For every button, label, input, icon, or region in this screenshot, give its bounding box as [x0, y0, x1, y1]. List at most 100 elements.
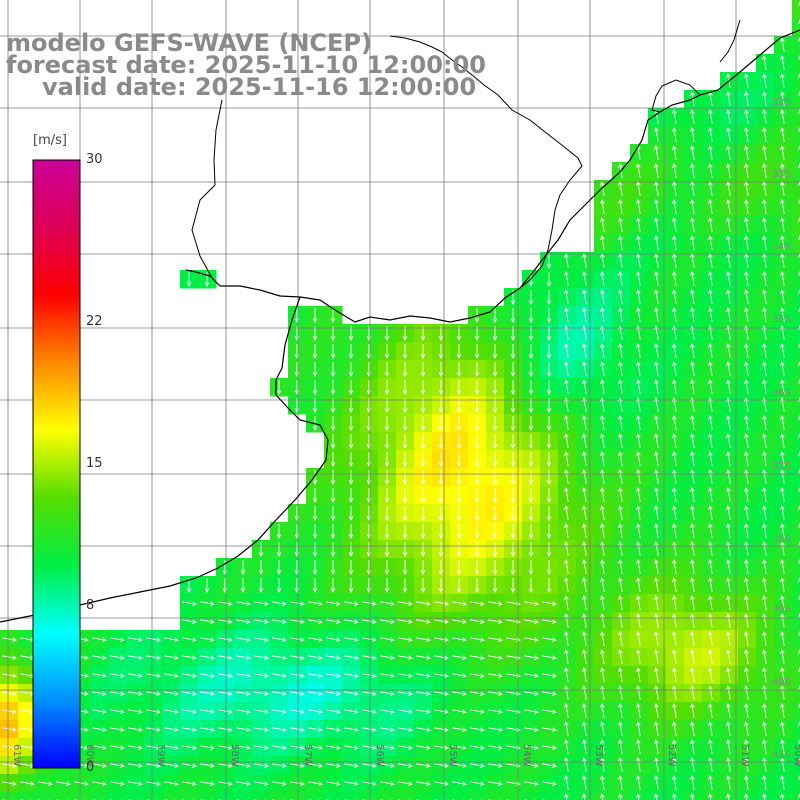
wind-arrow — [564, 433, 569, 448]
wind-arrow — [510, 542, 516, 557]
wind-arrow — [582, 289, 587, 304]
wind-arrow — [726, 163, 731, 178]
wind-arrow — [218, 601, 233, 606]
wind-arrow — [672, 757, 677, 772]
wind-cell — [792, 486, 800, 505]
wind-arrow — [348, 362, 354, 377]
wind-arrow — [416, 745, 431, 750]
wind-arrow — [654, 415, 659, 430]
longitude-label: 61W — [11, 744, 22, 767]
wind-arrow — [636, 415, 641, 430]
wind-arrow — [582, 343, 587, 358]
wind-arrow — [762, 793, 767, 800]
wind-arrow — [470, 673, 485, 678]
wind-arrow — [762, 361, 767, 376]
wind-arrow — [326, 601, 341, 606]
wind-arrow — [708, 289, 713, 304]
wind-arrow — [564, 469, 569, 484]
wind-cell — [792, 720, 800, 739]
wind-arrow — [542, 601, 557, 606]
wind-arrow — [672, 523, 677, 538]
wind-arrow — [744, 361, 749, 376]
wind-arrow — [618, 703, 623, 718]
wind-arrow — [744, 595, 749, 610]
wind-arrow — [672, 199, 677, 214]
wind-arrow — [690, 505, 695, 520]
wind-arrow — [528, 560, 534, 575]
wind-arrow — [398, 637, 413, 642]
wind-cell — [792, 180, 800, 199]
longitude-label: 59W — [155, 744, 166, 767]
wind-arrow — [348, 452, 354, 467]
wind-arrow — [312, 488, 318, 503]
wind-arrow — [654, 343, 659, 358]
wind-arrow — [362, 781, 377, 786]
wind-cell — [792, 432, 800, 451]
wind-arrow — [654, 577, 659, 592]
wind-arrow — [308, 727, 323, 732]
wind-arrow — [762, 199, 767, 214]
wind-arrow — [510, 524, 516, 539]
wind-arrow — [128, 745, 143, 750]
wind-arrow — [416, 763, 431, 768]
longitude-label: 60W — [84, 744, 95, 767]
latitude-label: 37S — [772, 461, 791, 472]
wind-cell — [792, 36, 800, 55]
wind-arrow — [708, 559, 713, 574]
wind-cell — [0, 792, 19, 800]
wind-arrow — [542, 691, 557, 696]
wind-arrow — [762, 217, 767, 232]
wind-cell — [792, 342, 800, 361]
wind-arrow — [636, 343, 641, 358]
wind-arrow — [708, 577, 713, 592]
wind-arrow — [762, 523, 767, 538]
wind-arrow — [672, 343, 677, 358]
wind-arrow — [290, 709, 305, 714]
wind-cell — [162, 792, 181, 800]
wind-arrow — [164, 727, 179, 732]
wind-arrow — [564, 559, 569, 574]
wind-cell — [792, 684, 800, 703]
wind-arrow — [780, 55, 785, 70]
wind-arrow — [470, 727, 485, 732]
wind-cell — [792, 522, 800, 541]
wind-arrow — [762, 577, 767, 592]
wind-arrow — [582, 541, 587, 556]
wind-arrow — [654, 109, 659, 124]
wind-arrow — [258, 560, 264, 575]
wind-arrow — [744, 289, 749, 304]
wind-arrow — [582, 451, 587, 466]
wind-cell — [792, 270, 800, 289]
wind-arrow — [564, 451, 569, 466]
wind-cell — [792, 378, 800, 397]
wind-arrow — [452, 637, 467, 642]
wind-arrow — [600, 379, 605, 394]
wind-arrow — [582, 469, 587, 484]
wind-arrow — [200, 637, 215, 642]
wind-arrow — [470, 763, 485, 768]
wind-arrow — [636, 739, 641, 754]
wind-arrow — [654, 793, 659, 800]
wind-arrow — [726, 379, 731, 394]
wind-arrow — [384, 416, 390, 431]
wind-arrow — [438, 452, 444, 467]
wind-arrow — [726, 775, 731, 790]
wind-cell — [792, 738, 800, 757]
wind-arrow — [690, 559, 695, 574]
wind-arrow — [600, 433, 605, 448]
wind-arrow — [618, 631, 623, 646]
wind-arrow — [690, 613, 695, 628]
wind-arrow — [780, 541, 785, 556]
wind-arrow — [618, 361, 623, 376]
wind-arrow — [384, 560, 390, 575]
wind-arrow — [164, 745, 179, 750]
wind-arrow — [128, 781, 143, 786]
wind-arrow — [384, 470, 390, 485]
wind-arrow — [510, 452, 516, 467]
wind-arrow — [290, 727, 305, 732]
wind-arrow — [272, 745, 287, 750]
wind-arrow — [744, 415, 749, 430]
wind-arrow — [2, 727, 17, 732]
wind-cell — [792, 0, 800, 19]
wind-arrow — [218, 655, 233, 660]
